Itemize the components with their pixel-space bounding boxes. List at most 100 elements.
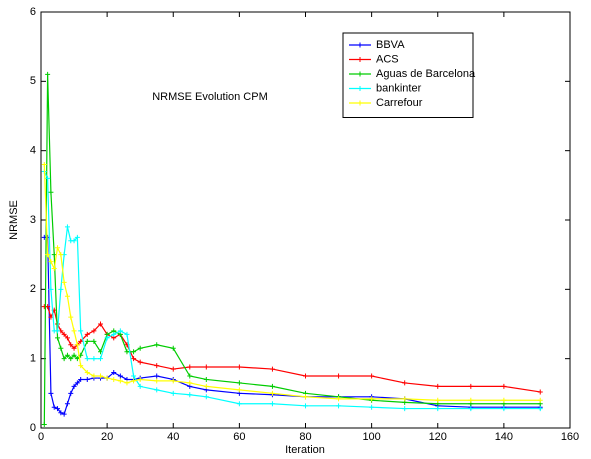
marker	[55, 245, 61, 251]
marker	[111, 376, 117, 382]
y-tick-label: 5	[30, 75, 36, 87]
legend-label: BBVA	[376, 39, 405, 51]
marker	[51, 404, 57, 410]
marker	[91, 356, 97, 362]
marker	[402, 396, 408, 402]
marker	[71, 352, 77, 358]
marker	[58, 252, 64, 258]
marker	[137, 383, 143, 389]
marker	[78, 328, 84, 334]
marker	[48, 286, 54, 292]
marker	[303, 373, 308, 379]
y-tick-label: 2	[30, 283, 36, 295]
x-tick-label: 0	[38, 431, 44, 443]
marker	[48, 189, 54, 195]
marker	[369, 396, 375, 402]
marker	[124, 349, 130, 355]
marker	[170, 345, 176, 351]
marker	[236, 401, 242, 407]
legend-marker	[357, 42, 363, 48]
marker	[78, 376, 84, 382]
marker	[170, 378, 176, 384]
marker	[203, 364, 209, 370]
marker	[131, 349, 137, 355]
marker	[91, 328, 97, 334]
marker	[48, 390, 54, 396]
marker	[187, 373, 193, 379]
marker	[61, 356, 67, 362]
marker	[64, 224, 70, 230]
series-line	[43, 74, 541, 425]
marker	[154, 387, 160, 393]
marker	[71, 238, 77, 244]
marker	[111, 331, 117, 337]
marker	[41, 422, 47, 428]
marker	[501, 397, 507, 403]
y-tick-label: 6	[30, 6, 36, 18]
x-tick-label: 80	[299, 431, 311, 443]
series-line	[44, 236, 541, 415]
marker	[117, 378, 123, 384]
legend-marker	[357, 100, 363, 106]
marker	[68, 390, 74, 396]
marker	[187, 380, 193, 386]
marker	[124, 380, 130, 386]
marker	[91, 373, 97, 379]
marker	[117, 373, 123, 379]
marker	[402, 380, 408, 386]
marker	[537, 397, 543, 403]
marker	[58, 345, 64, 351]
marker	[203, 376, 209, 382]
marker	[68, 314, 74, 320]
marker	[435, 397, 441, 403]
marker	[154, 378, 160, 384]
marker	[131, 373, 137, 379]
annotation: NRMSE Evolution CPM	[152, 91, 268, 103]
marker	[74, 342, 80, 348]
x-tick-label: 40	[167, 431, 179, 443]
x-tick-label: 140	[495, 431, 513, 443]
marker	[402, 406, 408, 412]
marker	[336, 373, 342, 379]
marker	[468, 383, 474, 389]
marker	[98, 373, 104, 379]
marker	[98, 321, 104, 327]
marker	[336, 396, 342, 402]
marker	[78, 363, 84, 369]
legend-marker	[357, 57, 363, 62]
marker	[187, 392, 193, 398]
marker	[468, 397, 474, 403]
x-axis-label: Iteration	[285, 444, 325, 456]
marker	[55, 328, 61, 334]
x-tick-label: 20	[101, 431, 113, 443]
marker	[61, 331, 67, 337]
series-line	[43, 164, 541, 401]
y-tick-label: 3	[30, 214, 36, 226]
legend-label: ACS	[376, 53, 399, 65]
marker	[303, 394, 308, 400]
marker	[124, 331, 130, 337]
marker	[104, 375, 110, 381]
marker	[537, 389, 543, 395]
marker	[78, 338, 84, 344]
marker	[74, 380, 80, 386]
x-tick-label: 160	[561, 431, 579, 443]
marker	[203, 394, 209, 400]
legend-marker	[357, 71, 363, 77]
marker	[236, 364, 242, 370]
legend-marker	[357, 86, 363, 91]
marker	[154, 373, 160, 379]
marker	[501, 406, 507, 412]
marker	[269, 366, 275, 372]
y-axis-label: NRMSE	[8, 200, 20, 240]
marker	[48, 259, 54, 265]
legend-label: Carrefour	[376, 97, 423, 109]
marker	[55, 406, 61, 412]
marker	[137, 359, 143, 365]
marker	[41, 162, 47, 168]
marker	[137, 345, 143, 351]
marker	[58, 286, 64, 292]
marker	[84, 356, 90, 362]
marker	[131, 356, 137, 362]
